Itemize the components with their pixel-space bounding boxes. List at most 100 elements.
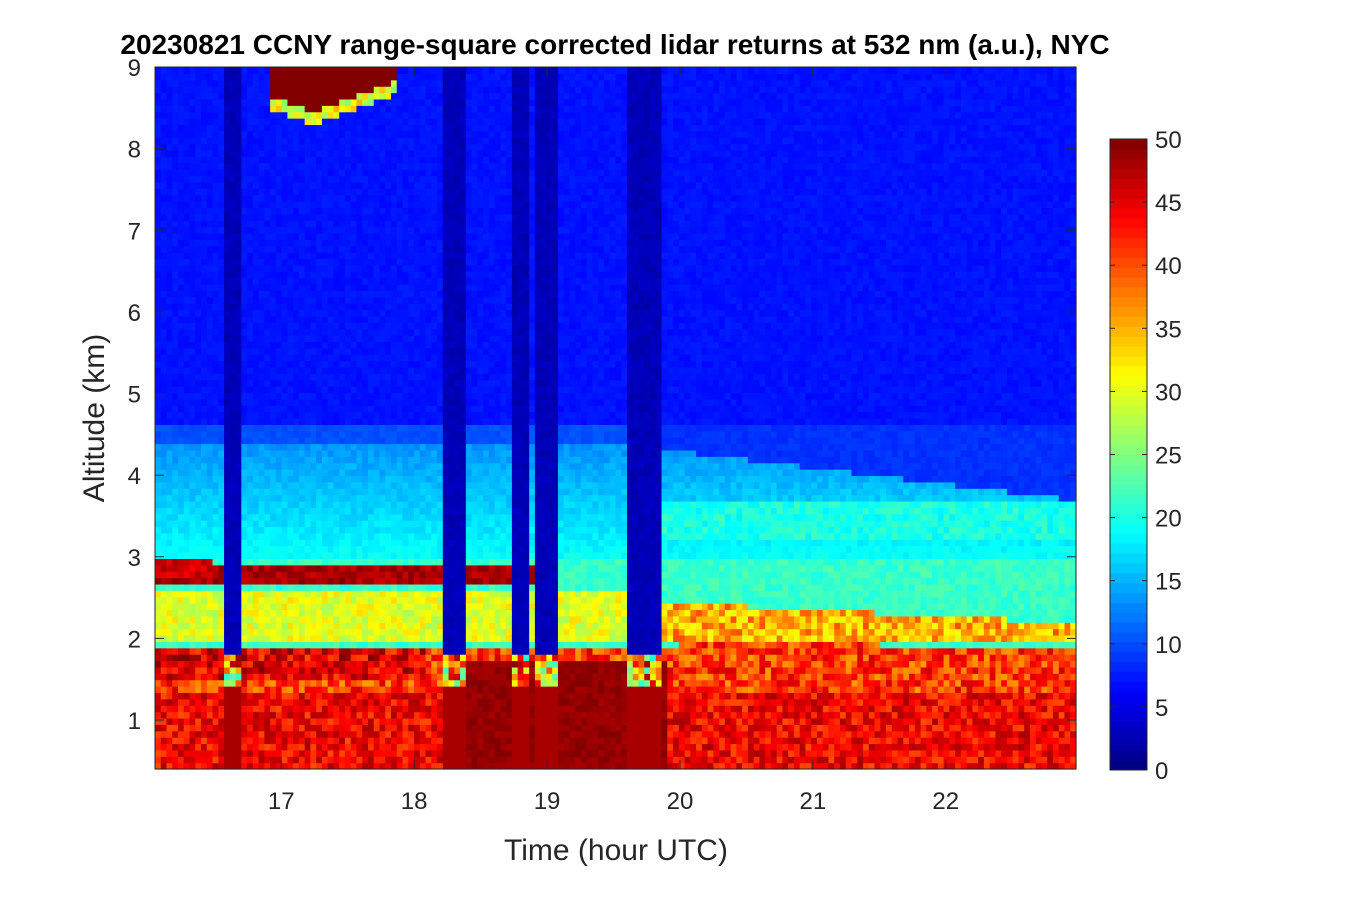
heatmap-cell: [281, 596, 288, 604]
heatmap-cell: [183, 411, 191, 419]
heatmap-cell: [212, 430, 219, 438]
heatmap-cell: [339, 149, 346, 157]
heatmap-cell: [189, 226, 196, 234]
heatmap-cell: [201, 526, 208, 534]
heatmap-cell: [206, 641, 214, 649]
heatmap-cell: [344, 449, 352, 457]
heatmap-cell: [350, 698, 358, 706]
heatmap-cell: [160, 245, 168, 253]
heatmap-cell: [189, 239, 196, 247]
heatmap-cell: [281, 277, 288, 285]
heatmap-cell: [367, 737, 375, 745]
heatmap-cell: [391, 277, 398, 285]
heatmap-cell: [258, 673, 265, 681]
heatmap-cell: [224, 188, 231, 196]
heatmap-cell: [333, 207, 340, 215]
heatmap-cell: [344, 239, 352, 247]
heatmap-cell: [218, 545, 225, 553]
heatmap-cell: [362, 596, 369, 604]
heatmap-cell: [166, 169, 173, 177]
heatmap-cell: [391, 386, 398, 394]
heatmap-cell: [362, 328, 369, 336]
heatmap-cell: [241, 583, 248, 591]
heatmap-cell: [316, 679, 323, 687]
heatmap-cell: [201, 634, 208, 642]
heatmap-cell: [189, 449, 196, 457]
heatmap-cell: [166, 705, 173, 713]
heatmap-cell: [293, 124, 300, 132]
heatmap-cell: [310, 86, 317, 94]
heatmap-cell: [350, 347, 358, 355]
heatmap-cell: [310, 494, 317, 502]
heatmap-cell: [333, 315, 340, 323]
heatmap-cell: [321, 615, 329, 623]
heatmap-cell: [304, 558, 312, 566]
heatmap-cell: [367, 494, 375, 502]
heatmap-cell: [275, 577, 283, 585]
heatmap-cell: [333, 67, 340, 74]
heatmap-cell: [275, 596, 283, 604]
heatmap-cell: [270, 430, 277, 438]
heatmap-cell: [172, 149, 179, 157]
heatmap-cell: [293, 526, 300, 534]
heatmap-cell: [229, 711, 237, 719]
heatmap-cell: [385, 264, 392, 272]
heatmap-cell: [247, 705, 254, 713]
heatmap-cell: [408, 539, 415, 547]
heatmap-cell: [224, 175, 231, 183]
heatmap-cell: [229, 449, 237, 457]
heatmap-cell: [356, 232, 363, 240]
heatmap-cell: [275, 98, 283, 106]
heatmap-cell: [178, 539, 185, 547]
heatmap-cell: [275, 660, 283, 668]
heatmap-cell: [235, 175, 242, 183]
heatmap-cell: [391, 424, 398, 432]
heatmap-cell: [385, 392, 392, 400]
heatmap-cell: [247, 283, 254, 291]
heatmap-cell: [229, 622, 237, 630]
heatmap-cell: [396, 711, 404, 719]
heatmap-cell: [235, 213, 242, 221]
heatmap-cell: [178, 213, 185, 221]
heatmap-cell: [235, 398, 242, 406]
heatmap-cell: [264, 335, 271, 343]
heatmap-cell: [218, 296, 225, 304]
heatmap-cell: [235, 354, 242, 362]
heatmap-cell: [402, 686, 409, 694]
heatmap-cell: [298, 322, 306, 330]
heatmap-cell: [281, 603, 288, 611]
heatmap-cell: [373, 277, 381, 285]
heatmap-cell: [212, 258, 219, 266]
heatmap-cell: [304, 628, 312, 636]
heatmap-cell: [183, 149, 191, 157]
heatmap-cell: [178, 207, 185, 215]
heatmap-cell: [293, 213, 300, 221]
heatmap-cell: [333, 175, 340, 183]
heatmap-cell: [206, 590, 214, 598]
heatmap-cell: [241, 705, 248, 713]
heatmap-cell: [293, 143, 300, 151]
heatmap-cell: [356, 360, 363, 368]
heatmap-cell: [189, 737, 196, 745]
heatmap-cell: [212, 711, 219, 719]
heatmap-cell: [275, 232, 283, 240]
heatmap-cell: [373, 98, 381, 106]
heatmap-cell: [189, 92, 196, 100]
heatmap-cell: [247, 124, 254, 132]
heatmap-cell: [281, 232, 288, 240]
heatmap-cell: [195, 437, 202, 445]
heatmap-cell: [367, 717, 375, 725]
heatmap-cell: [350, 481, 358, 489]
heatmap-cell: [218, 366, 225, 374]
heatmap-cell: [408, 201, 415, 208]
heatmap-cell: [350, 564, 358, 572]
heatmap-cell: [172, 194, 179, 202]
heatmap-cell: [402, 398, 409, 406]
heatmap-cell: [344, 634, 352, 642]
heatmap-cell: [344, 590, 352, 598]
heatmap-cell: [172, 213, 179, 221]
heatmap-cell: [160, 660, 168, 668]
heatmap-cell: [195, 449, 202, 457]
heatmap-cell: [155, 105, 162, 113]
heatmap-cell: [160, 169, 168, 177]
